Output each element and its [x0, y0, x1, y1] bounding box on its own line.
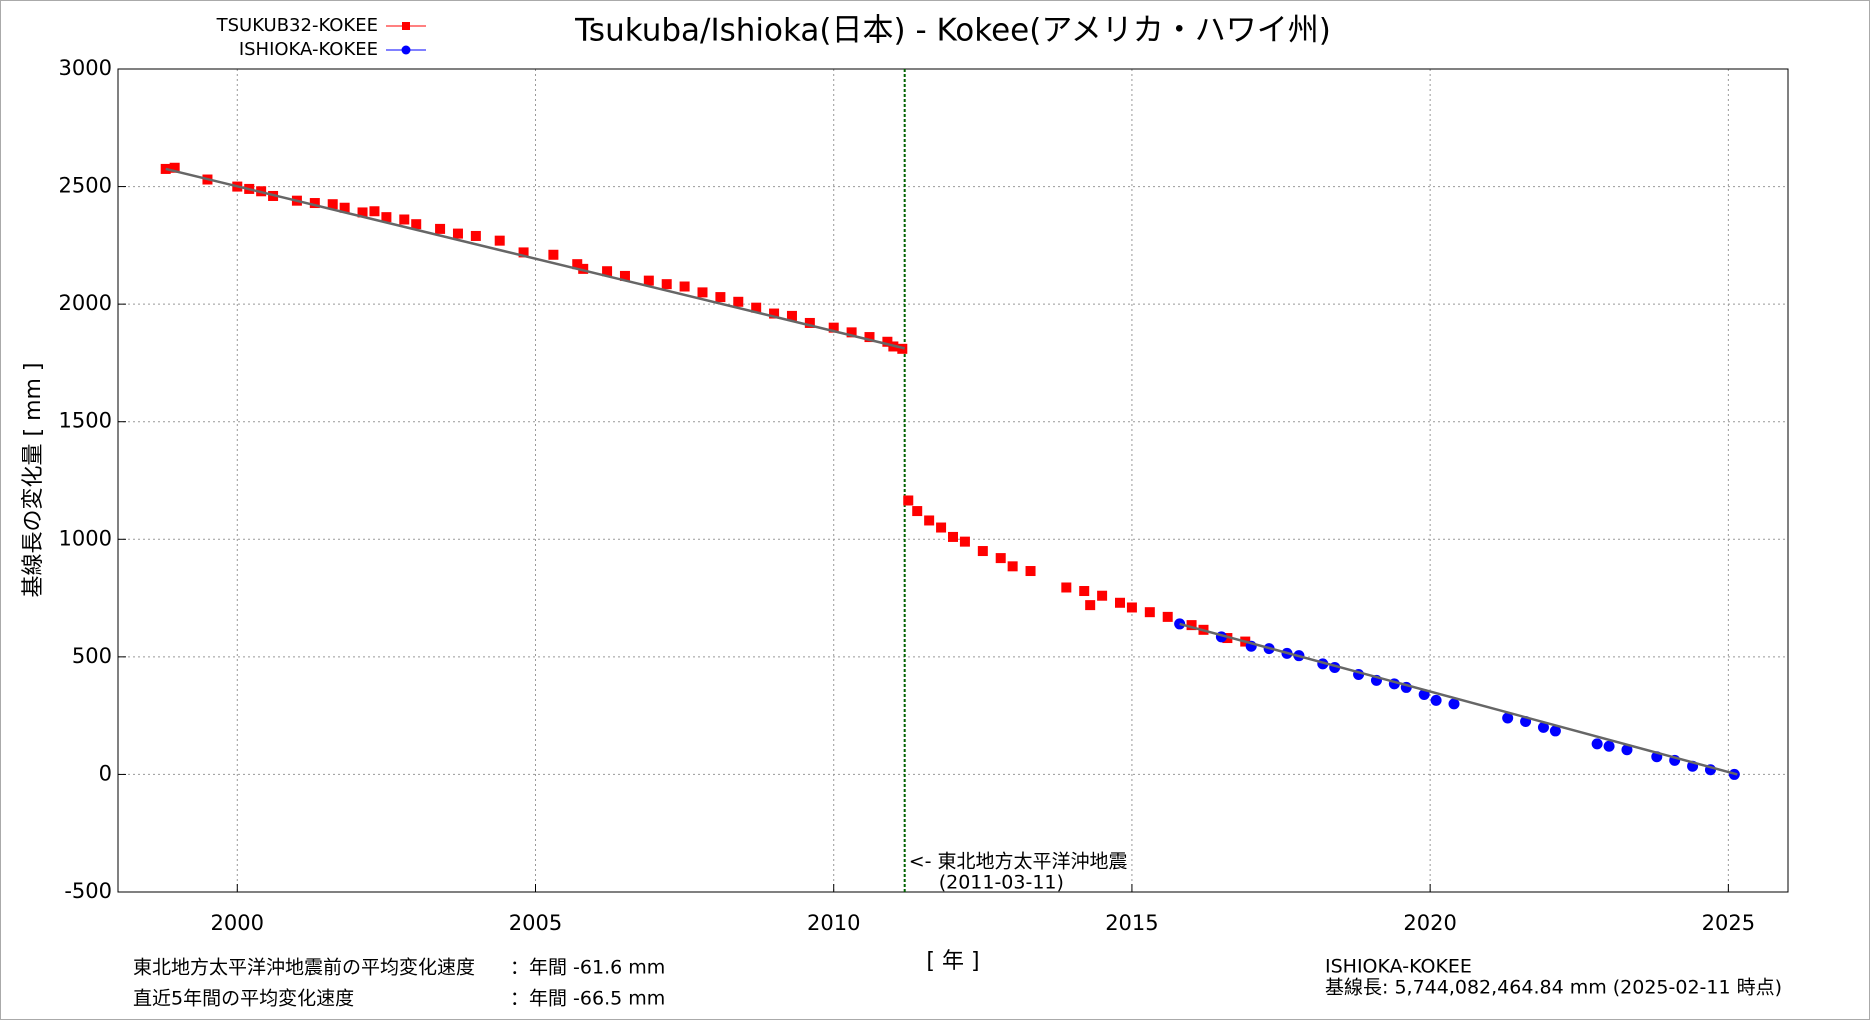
x-tick-label: 2015: [1105, 911, 1158, 935]
y-tick-label: 1500: [59, 409, 112, 433]
legend-label: TSUKUB32-KOKEE: [216, 15, 378, 36]
y-tick-label: -500: [64, 879, 112, 903]
x-tick-label: 2020: [1403, 911, 1456, 935]
point: [1144, 607, 1155, 618]
point: [452, 228, 463, 239]
point: [1502, 712, 1514, 724]
point: [903, 495, 914, 506]
point: [494, 235, 505, 246]
point: [572, 259, 583, 270]
x-tick-label: 2010: [807, 911, 860, 935]
chart-title: Tsukuba/Ishioka(日本) - Kokee(アメリカ・ハワイ州): [574, 13, 1331, 49]
point: [786, 310, 797, 321]
point: [339, 202, 350, 213]
x-tick-label: 2005: [509, 911, 562, 935]
point: [1591, 738, 1603, 750]
point: [661, 279, 672, 290]
point: [1537, 721, 1549, 733]
point: [1079, 586, 1090, 597]
note-value: ：年間 -66.5 mm: [510, 988, 665, 1010]
point: [1549, 725, 1561, 737]
y-tick-label: 3000: [59, 56, 112, 80]
point: [411, 219, 422, 230]
point: [882, 336, 893, 347]
point: [619, 270, 630, 281]
point: [1115, 597, 1125, 608]
point: [1603, 740, 1615, 752]
point: [399, 214, 410, 225]
point: [1007, 561, 1018, 572]
point: [751, 302, 762, 313]
point: [1025, 566, 1036, 577]
point: [828, 322, 839, 333]
point: [679, 281, 690, 292]
plot-frame: [117, 68, 1789, 893]
point: [369, 206, 380, 217]
x-tick-label: 2000: [211, 911, 264, 935]
point: [470, 230, 481, 241]
note-label: 東北地方太平洋沖地震前の平均変化速度: [133, 957, 475, 979]
point: [1061, 582, 1072, 593]
point: [959, 536, 970, 547]
point: [995, 553, 1006, 564]
point: [1430, 694, 1442, 706]
legend-marker: [402, 22, 410, 30]
baseline-info: 基線長: 5,744,082,464.84 mm (2025-02-11 時点): [1325, 977, 1782, 999]
y-tick-label: 0: [99, 761, 112, 785]
trend-line: [165, 167, 905, 350]
point: [643, 275, 654, 286]
point: [435, 223, 446, 234]
point: [912, 506, 923, 517]
y-tick-label: 500: [72, 644, 112, 668]
point: [1448, 698, 1460, 710]
point: [769, 308, 780, 319]
note-value: ：年間 -61.6 mm: [510, 957, 665, 979]
point: [327, 199, 338, 210]
y-tick-label: 1000: [59, 526, 112, 550]
point: [948, 531, 958, 542]
y-axis-label: 基線長の変化量 [ mm ]: [21, 362, 46, 597]
x-tick-label: 2025: [1702, 911, 1755, 935]
y-tick-label: 2000: [59, 291, 112, 315]
point: [1162, 611, 1173, 622]
point: [1186, 620, 1197, 631]
annotation: (2011-03-11): [939, 872, 1064, 894]
point: [602, 266, 613, 277]
baseline-info: ISHIOKA-KOKEE: [1325, 956, 1472, 978]
point: [733, 296, 744, 307]
point: [864, 332, 875, 343]
point: [804, 317, 815, 328]
point: [697, 287, 708, 298]
point: [846, 327, 857, 338]
point: [1126, 602, 1137, 613]
point: [381, 212, 392, 223]
point: [169, 162, 180, 173]
annotation: <- 東北地方太平洋沖地震: [909, 851, 1128, 873]
point: [309, 198, 320, 209]
legend-label: ISHIOKA-KOKEE: [239, 39, 378, 60]
point: [357, 207, 368, 218]
point: [936, 522, 947, 533]
point: [924, 515, 935, 526]
point: [1085, 600, 1096, 611]
x-axis-label: [ 年 ]: [926, 949, 979, 974]
point: [715, 292, 726, 303]
point: [578, 263, 589, 274]
y-tick-label: 2500: [59, 174, 112, 198]
note-label: 直近5年間の平均変化速度: [133, 988, 354, 1010]
point: [518, 247, 529, 258]
legend-marker: [401, 45, 411, 55]
point: [1621, 744, 1633, 756]
point: [548, 249, 559, 260]
trend-line: [1179, 622, 1738, 776]
point: [977, 546, 988, 557]
point: [1097, 590, 1108, 601]
